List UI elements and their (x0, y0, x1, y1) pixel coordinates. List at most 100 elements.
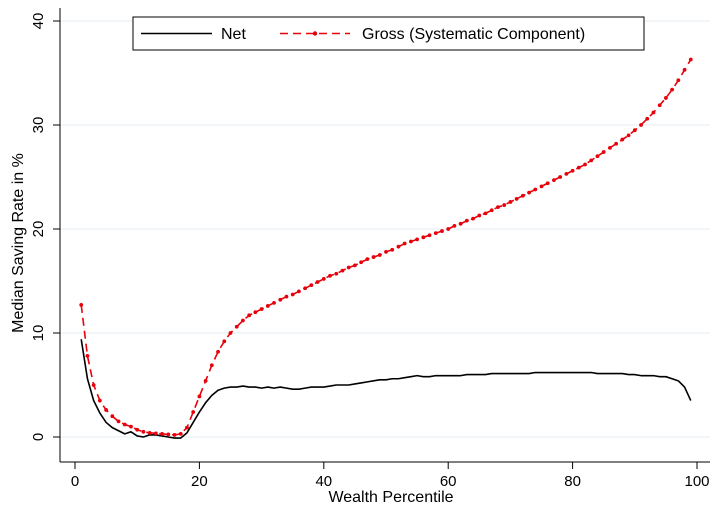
gross-point (533, 187, 538, 192)
gross-point (514, 196, 519, 201)
gross-point (141, 429, 146, 434)
gross-point (682, 67, 687, 72)
gross-point (564, 171, 569, 176)
gross-point (558, 175, 563, 179)
gross-point (433, 231, 438, 236)
gross-point (402, 241, 407, 246)
gridlines (60, 20, 710, 438)
gross-point (608, 145, 612, 150)
gross-point (664, 96, 668, 100)
gross-point (440, 229, 444, 233)
gross-point (601, 150, 606, 154)
gross-point (359, 260, 364, 265)
x-tick-label-0: 0 (71, 473, 79, 490)
gross-point (583, 162, 587, 167)
series-line-net (80, 339, 692, 439)
gross-point (321, 277, 326, 281)
gross-point (657, 103, 662, 108)
gross-point (328, 273, 332, 278)
gross-point (371, 255, 376, 259)
gross-point (552, 178, 556, 183)
gross-point (334, 271, 339, 276)
gross-point (203, 378, 208, 383)
gross-point (85, 353, 90, 358)
x-tick-label-20: 20 (191, 473, 208, 490)
gross-point (135, 427, 140, 432)
gross-point (632, 128, 637, 133)
y-tick-label-30: 30 (30, 117, 47, 134)
gross-point (166, 432, 171, 437)
gross-point (508, 200, 513, 204)
gross-point (91, 383, 96, 387)
gross-point (116, 419, 121, 424)
gross-point (614, 141, 619, 146)
gross-point (676, 78, 681, 83)
gross-point (570, 168, 575, 173)
gross-point (365, 257, 370, 262)
gross-point (222, 339, 227, 344)
gross-point (576, 165, 581, 170)
gross-point (527, 190, 531, 195)
gross-point (645, 116, 650, 121)
gross-point (241, 318, 245, 323)
gross-point (191, 410, 196, 414)
y-axis-title: Median Saving Rate in % (10, 153, 27, 333)
gross-point (688, 57, 693, 62)
y-tick-label-10: 10 (30, 325, 47, 342)
gross-point (209, 363, 214, 368)
gross-point (595, 154, 600, 159)
gross-point (197, 394, 202, 399)
gross-point (253, 310, 258, 315)
gross-point (346, 265, 351, 270)
gross-point (651, 110, 656, 115)
series-layer (79, 57, 693, 439)
legend: Net Gross (Systematic Component) (132, 16, 645, 51)
gross-point (104, 408, 108, 412)
y-tick-label-0: 0 (30, 433, 47, 441)
gross-point (97, 398, 102, 403)
legend-gross-label: Gross (Systematic Component) (362, 26, 585, 43)
gross-point (147, 430, 152, 435)
gross-point (228, 331, 233, 335)
gross-point (79, 303, 84, 307)
legend-net-label: Net (221, 26, 246, 43)
x-tick-label-60: 60 (440, 473, 457, 490)
gross-point (309, 283, 314, 288)
gross-point (234, 324, 239, 329)
y-ticks: 0 10 20 30 40 (30, 13, 60, 441)
gross-point (129, 424, 133, 429)
gross-point (160, 431, 164, 436)
gross-point (297, 289, 301, 294)
gross-point (502, 203, 507, 207)
gross-point (272, 300, 276, 305)
gross-point (353, 263, 357, 268)
gross-point (589, 158, 594, 163)
gross-point (489, 208, 494, 213)
gross-point (278, 297, 283, 302)
gross-point (408, 239, 413, 244)
gross-point (620, 137, 625, 142)
gross-point (626, 133, 631, 138)
gross-point (265, 304, 270, 308)
x-tick-label-40: 40 (315, 473, 332, 490)
gross-point (471, 216, 475, 221)
gross-point (259, 307, 264, 311)
x-axis-title: Wealth Percentile (328, 489, 453, 505)
gross-point (315, 280, 320, 284)
axes (59, 8, 710, 463)
gross-point (458, 221, 463, 226)
gross-point (178, 431, 183, 436)
gross-point (122, 422, 127, 427)
gross-point (464, 218, 469, 223)
gross-point (340, 268, 345, 273)
gross-point (247, 313, 252, 318)
gross-point (452, 223, 457, 228)
gross-point (153, 431, 158, 436)
gross-point (545, 181, 550, 186)
gross-point (172, 433, 177, 437)
y-tick-label-40: 40 (30, 13, 47, 30)
gross-point (284, 294, 289, 299)
gross-point (384, 249, 388, 254)
x-tick-label-80: 80 (564, 473, 581, 490)
